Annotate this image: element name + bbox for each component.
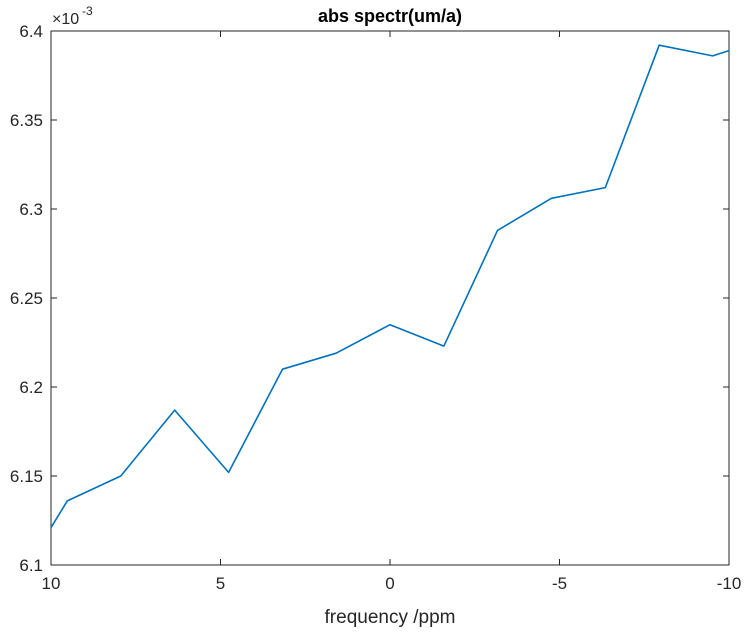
y-exponent-label: ×10 -3	[52, 4, 93, 28]
plot-area	[50, 30, 730, 566]
x-tick-label: -10	[717, 574, 742, 593]
y-exponent-power: -3	[82, 4, 93, 18]
x-tick-label: 0	[385, 574, 394, 593]
x-tick-label: 5	[216, 574, 225, 593]
y-exponent-prefix: ×10	[52, 11, 79, 28]
series-line	[50, 44, 730, 529]
chart-title: abs spectr(um/a)	[318, 6, 462, 26]
y-tick-label: 6.1	[19, 556, 43, 575]
y-tick-label: 6.35	[10, 111, 43, 130]
tick-labels: 10 5 0 -5 -10 6.1 6.15 6.2 6.25 6.3 6.35 6.4	[10, 22, 741, 593]
y-tick-label: 6.15	[10, 467, 43, 486]
y-tick-label: 6.2	[19, 378, 43, 397]
plot-frame	[50, 30, 730, 566]
y-tick-label: 6.25	[10, 289, 43, 308]
series-layer	[50, 44, 730, 529]
x-tick-label: -5	[552, 574, 567, 593]
x-tick-label: 10	[42, 574, 61, 593]
axis-ticks	[50, 30, 730, 566]
x-axis-label: frequency /ppm	[325, 607, 456, 628]
y-tick-label: 6.4	[19, 22, 43, 41]
y-tick-label: 6.3	[19, 200, 43, 219]
